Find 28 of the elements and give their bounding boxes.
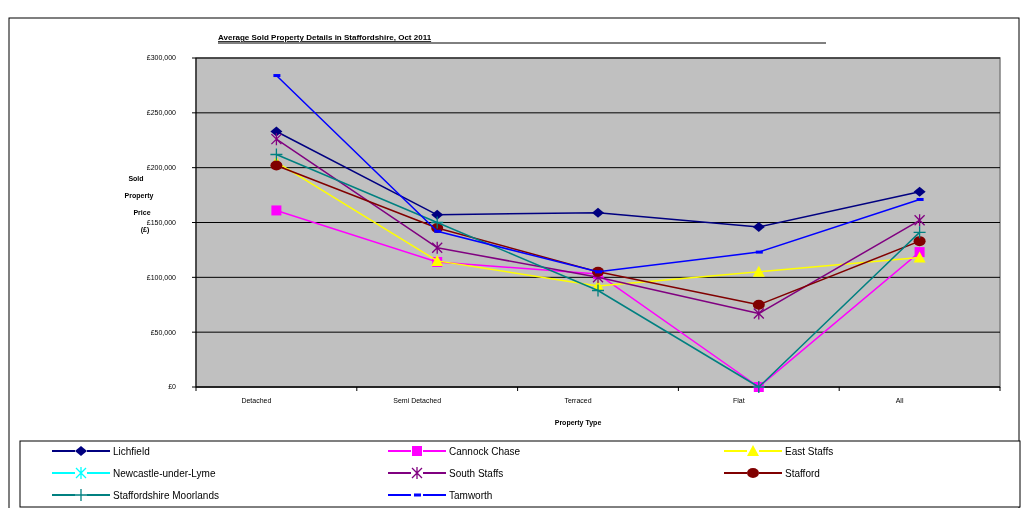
point bbox=[270, 132, 283, 146]
point bbox=[913, 186, 926, 197]
point bbox=[431, 241, 443, 255]
chart-title: Average Sold Property Details in Staffordshire, Oct 2011 bbox=[218, 33, 432, 42]
point bbox=[752, 299, 765, 310]
point bbox=[912, 225, 927, 240]
point bbox=[752, 221, 765, 232]
point bbox=[752, 265, 765, 277]
legend-label: Stafford bbox=[785, 467, 820, 479]
legend-label: Staffordshire Moorlands bbox=[113, 489, 219, 501]
point bbox=[269, 147, 284, 162]
point bbox=[270, 160, 283, 171]
point bbox=[913, 236, 926, 247]
point bbox=[271, 205, 282, 216]
point bbox=[753, 306, 765, 321]
legend-label: South Staffs bbox=[449, 467, 504, 479]
legend-label: Tamworth bbox=[449, 489, 493, 501]
legend-label: East Staffs bbox=[785, 445, 834, 457]
point bbox=[270, 126, 283, 137]
legend-label: Cannock Chase bbox=[449, 445, 521, 457]
legend-label: Lichfield bbox=[113, 445, 150, 457]
point bbox=[913, 213, 926, 227]
point bbox=[913, 251, 926, 263]
point bbox=[591, 283, 605, 298]
point bbox=[431, 209, 444, 220]
point bbox=[592, 207, 604, 218]
legend-label: Newcastle-under-Lyme bbox=[113, 467, 216, 479]
point bbox=[430, 215, 444, 230]
